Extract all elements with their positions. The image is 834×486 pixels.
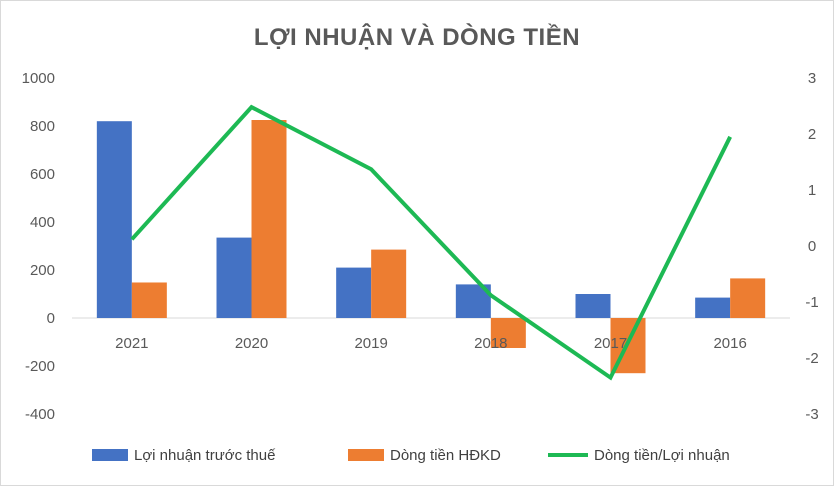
right-tick-label: 0 <box>808 238 816 255</box>
right-tick-label: 1 <box>808 182 816 199</box>
right-tick-label: -2 <box>805 350 818 367</box>
legend-dong-tien-hdkd: Dòng tiền HĐKD <box>348 447 501 464</box>
line-series <box>130 104 732 381</box>
right-axis: -3 -2 -1 0 1 2 3 <box>805 70 818 423</box>
bar-loi-nhuan <box>336 267 372 318</box>
legend-swatch <box>92 449 128 461</box>
bar-dong-tien <box>251 120 287 318</box>
left-tick-label: 200 <box>30 262 55 279</box>
right-tick-label: -1 <box>805 294 818 311</box>
left-tick-label: -200 <box>25 358 55 375</box>
legend-swatch <box>348 449 384 461</box>
legend-dong-tien-loi-nhuan: Dòng tiền/Lợi nhuận <box>548 447 730 464</box>
left-tick-label: 800 <box>30 118 55 135</box>
x-tick-label: 2019 <box>354 335 387 352</box>
x-tick-label: 2017 <box>594 335 627 352</box>
x-tick-label: 2016 <box>713 335 746 352</box>
bar-loi-nhuan <box>695 297 731 318</box>
bar-dong-tien <box>131 282 167 318</box>
bar-loi-nhuan <box>216 237 252 318</box>
left-tick-label: 1000 <box>22 70 55 87</box>
line-dong-tien-loi-nhuan <box>130 104 732 381</box>
legend-label: Dòng tiền/Lợi nhuận <box>594 447 730 464</box>
chart-title: LỢI NHUẬN VÀ DÒNG TIỀN <box>254 23 580 51</box>
x-tick-label: 2021 <box>115 335 148 352</box>
legend-label: Dòng tiền HĐKD <box>390 447 501 464</box>
bar-dong-tien <box>490 318 526 348</box>
right-tick-label: -3 <box>805 406 818 423</box>
x-tick-label: 2020 <box>235 335 268 352</box>
left-axis: -400 -200 0 200 400 600 800 1000 <box>22 70 55 423</box>
legend-loi-nhuan-truoc-thue: Lợi nhuận trước thuế <box>92 447 276 464</box>
bar-dong-tien <box>730 278 766 318</box>
bar-dong-tien <box>371 249 407 318</box>
right-tick-label: 3 <box>808 70 816 87</box>
bar-loi-nhuan <box>575 294 611 318</box>
right-tick-label: 2 <box>808 126 816 143</box>
x-tick-label: 2018 <box>474 335 507 352</box>
bar-series <box>96 120 766 374</box>
legend-label: Lợi nhuận trước thuế <box>134 447 276 464</box>
x-axis-labels: 2021 2020 2019 2018 2017 2016 <box>115 335 747 352</box>
legend: Lợi nhuận trước thuế Dòng tiền HĐKD Dòng t… <box>92 447 730 464</box>
left-tick-label: -400 <box>25 406 55 423</box>
bar-loi-nhuan <box>96 121 132 318</box>
left-tick-label: 600 <box>30 166 55 183</box>
left-tick-label: 0 <box>47 310 55 327</box>
left-tick-label: 400 <box>30 214 55 231</box>
